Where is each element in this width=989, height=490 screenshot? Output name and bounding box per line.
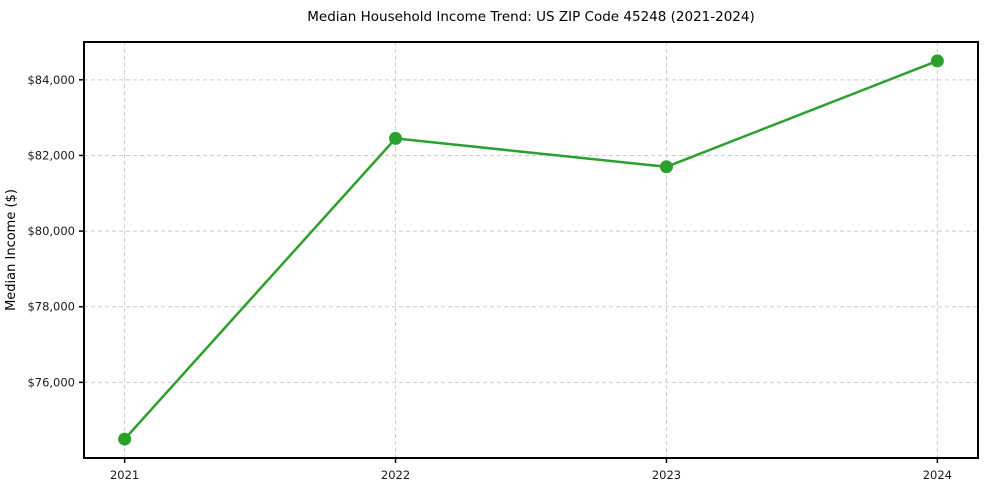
data-point bbox=[118, 432, 132, 446]
y-tick-label: $84,000 bbox=[27, 73, 75, 87]
grid-layer bbox=[84, 42, 978, 458]
axis-layer: 2021 2022 2023 2024 $76,000 $78,000 $80,000 $82… bbox=[27, 41, 979, 482]
x-tick-label: 2024 bbox=[923, 468, 952, 482]
y-tick-label: $78,000 bbox=[27, 300, 75, 314]
y-axis-label: Median Income ($) bbox=[4, 189, 19, 311]
trend-line bbox=[123, 59, 938, 440]
plot-frame bbox=[83, 41, 979, 459]
y-tick-label: $82,000 bbox=[27, 148, 75, 162]
y-tick-label: $76,000 bbox=[27, 375, 75, 389]
x-tick-label: 2021 bbox=[110, 468, 139, 482]
data-point bbox=[659, 160, 673, 174]
x-tick-label: 2023 bbox=[652, 468, 681, 482]
data-point bbox=[930, 54, 944, 68]
data-point bbox=[389, 131, 403, 145]
x-tick-label: 2022 bbox=[381, 468, 410, 482]
y-tick-label: $80,000 bbox=[27, 224, 75, 238]
chart-title: Median Household Income Trend: US ZIP Co… bbox=[307, 9, 755, 25]
data-layer bbox=[118, 54, 944, 446]
